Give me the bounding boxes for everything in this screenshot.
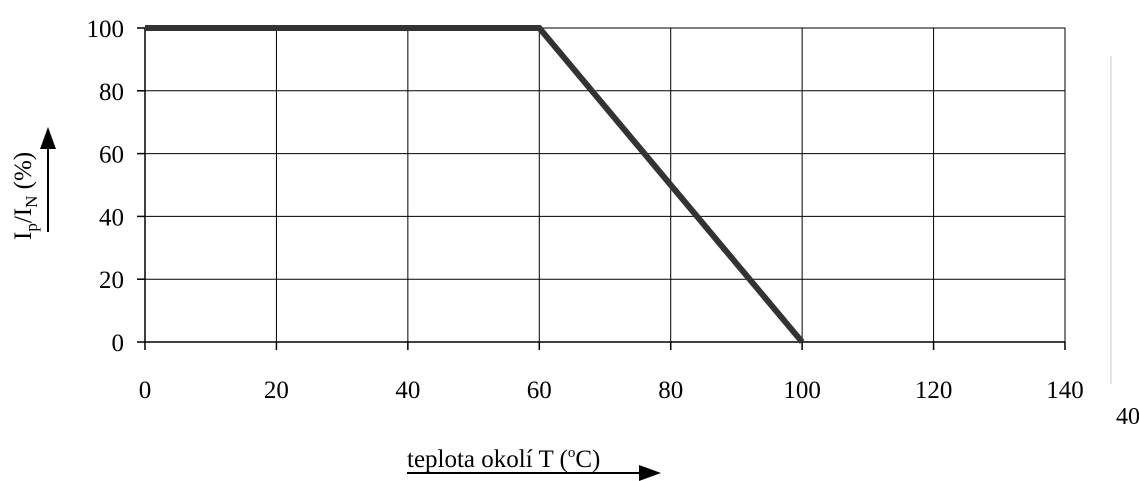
x-tick-label: 80 xyxy=(658,377,683,404)
x-tick-label: 40 xyxy=(395,377,420,404)
x-tick-labels: 0 20 40 60 80 100 120 140 xyxy=(139,377,1084,404)
y-tick-label: 40 xyxy=(99,204,124,231)
x-tick-label: 120 xyxy=(915,377,953,404)
y-axis-label-part1: I xyxy=(10,232,37,240)
y-tick-label: 0 xyxy=(112,330,125,357)
x-tick-label: 0 xyxy=(139,377,152,404)
x-axis-label-arrow-head xyxy=(639,465,661,481)
y-tick-label: 20 xyxy=(99,267,124,294)
axes xyxy=(144,28,1065,343)
series-layer xyxy=(145,25,805,344)
y-axis-label-part2: /I xyxy=(10,208,37,223)
x-tick-label: 100 xyxy=(783,377,821,404)
x-axis-label-superscript: o xyxy=(568,445,576,461)
x-tick-label: 140 xyxy=(1046,377,1084,404)
y-tick-labels: 0 20 40 60 80 100 xyxy=(87,16,125,357)
stray-edge-label: 40 xyxy=(1116,404,1139,430)
y-axis-label-sub1: p xyxy=(22,223,41,232)
y-tick-label: 80 xyxy=(99,79,124,106)
x-axis-label-prefix: teplota okolí T ( xyxy=(407,446,568,473)
y-axis-label-part3: (%) xyxy=(10,152,37,196)
y-axis-label-sub2: N xyxy=(22,196,41,208)
x-axis-label: teplota okolí T (oC) xyxy=(407,445,600,473)
plot-area-frame xyxy=(144,27,1066,343)
y-axis-label: Ip/IN (%) xyxy=(10,152,41,240)
grid-lines xyxy=(145,27,1066,342)
y-axis-label-group: Ip/IN (%) xyxy=(10,152,41,240)
x-axis-label-suffix: C) xyxy=(575,446,600,473)
x-tick-label: 20 xyxy=(264,377,289,404)
series-line xyxy=(145,25,805,344)
x-tick-label: 60 xyxy=(527,377,552,404)
tick-marks xyxy=(137,27,1066,350)
y-tick-label: 100 xyxy=(87,16,125,43)
y-tick-label: 60 xyxy=(99,142,124,169)
y-axis-label-arrow-head xyxy=(40,127,56,149)
